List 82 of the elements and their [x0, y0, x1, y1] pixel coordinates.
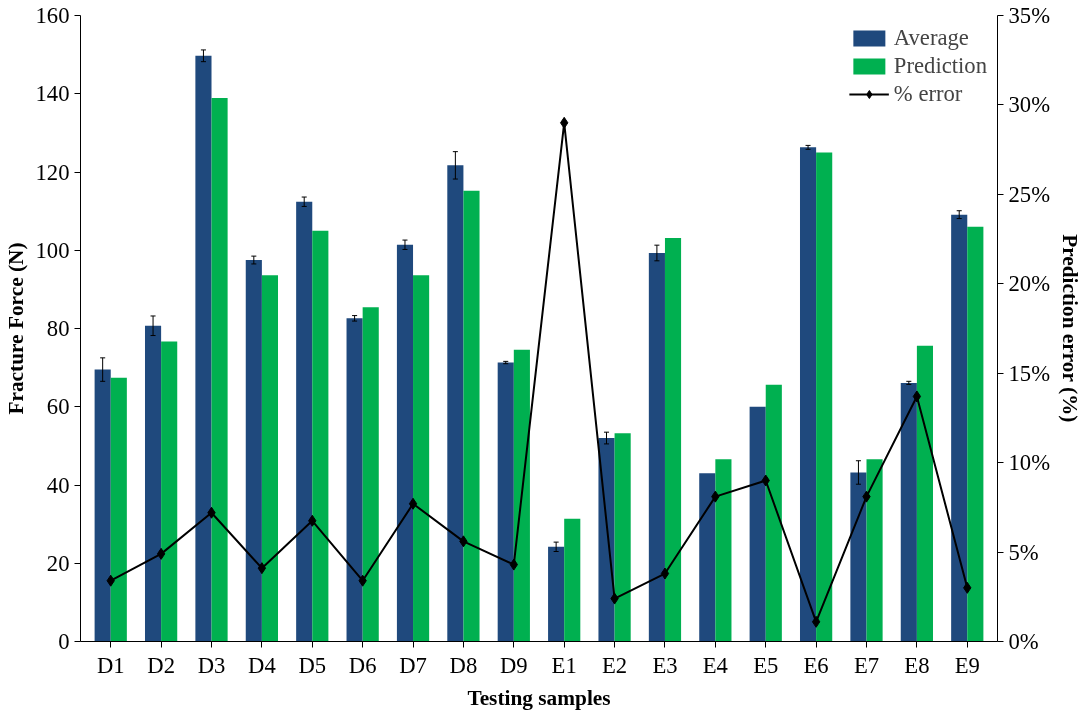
- bar: [362, 307, 379, 642]
- bar: [916, 345, 934, 642]
- x-tick-label: D3: [197, 652, 226, 678]
- y-tick-label: 0: [58, 629, 70, 654]
- y-tick-label: 60: [46, 394, 70, 420]
- bar: [951, 214, 968, 642]
- y-tick-label: 160: [35, 3, 70, 28]
- bar: [866, 459, 883, 642]
- x-tick-label: E3: [652, 652, 678, 678]
- y2-axis-title: Prediction error (%): [1058, 234, 1083, 423]
- point: [156, 547, 166, 560]
- y2-tick-label: 25%: [1008, 181, 1051, 207]
- x-tick-label: D1: [96, 652, 125, 678]
- y2-tick-label: 35%: [1008, 3, 1051, 28]
- bar: [967, 226, 984, 642]
- x-tick-label: E8: [904, 652, 930, 678]
- x-tick-label: E6: [803, 652, 829, 678]
- bar: [850, 472, 867, 642]
- y-tick-label: 20: [46, 550, 70, 576]
- bar: [816, 152, 833, 642]
- bar: [765, 384, 782, 642]
- bar: [900, 382, 917, 642]
- point: [660, 567, 670, 580]
- bar: [161, 341, 178, 642]
- x-axis-title: Testing samples: [467, 685, 611, 710]
- bar: [497, 362, 514, 642]
- bar: [396, 244, 414, 642]
- legend-label: Average: [893, 25, 969, 51]
- legend-label: Prediction: [893, 53, 987, 79]
- point: [408, 497, 418, 510]
- x-tick-label: E7: [853, 652, 880, 678]
- x-tick-label: D2: [147, 652, 175, 678]
- bar: [664, 238, 682, 642]
- y-tick-label: 40: [46, 472, 70, 498]
- bar: [211, 98, 228, 642]
- x-tick-label: D8: [449, 652, 478, 678]
- bar: [346, 318, 363, 642]
- x-tick-label: D9: [499, 652, 528, 678]
- bar: [413, 275, 430, 642]
- bar: [296, 201, 313, 642]
- y2-tick-label: 30%: [1008, 92, 1051, 118]
- bar: [144, 325, 162, 642]
- x-tick-label: D4: [248, 652, 276, 678]
- x-tick-label: E1: [551, 652, 577, 678]
- y-axis-title: Fracture Force (N): [3, 242, 28, 415]
- y-tick-label: 140: [35, 81, 70, 107]
- bar: [564, 518, 581, 642]
- y2-tick-label: 20%: [1008, 271, 1051, 297]
- bar: [699, 473, 716, 642]
- legend-label: % error: [893, 81, 963, 107]
- point: [811, 615, 821, 628]
- bar: [312, 230, 329, 642]
- bar: [195, 55, 212, 642]
- x-tick-label: E2: [601, 652, 628, 678]
- x-tick-label: E5: [753, 652, 779, 678]
- x-tick-label: D7: [399, 652, 427, 678]
- bar: [245, 260, 262, 642]
- y-tick-label: 100: [35, 237, 70, 263]
- bar: [614, 433, 631, 642]
- y2-tick-label: 15%: [1008, 360, 1051, 386]
- bar: [447, 165, 464, 642]
- bar: [261, 275, 279, 642]
- point: [912, 390, 922, 403]
- bar: [463, 190, 480, 642]
- bar: [648, 252, 665, 642]
- bar: [110, 377, 127, 642]
- point: [257, 562, 267, 575]
- x-tick-label: D6: [348, 652, 377, 678]
- y-tick-label: 120: [35, 159, 70, 185]
- x-tick-label: D5: [298, 652, 327, 678]
- bar: [513, 349, 530, 642]
- y2-tick-label: 0%: [1008, 629, 1039, 654]
- bar: [94, 369, 111, 642]
- bar: [799, 147, 817, 642]
- y2-tick-label: 10%: [1008, 450, 1051, 476]
- y2-tick-label: 5%: [1008, 539, 1039, 565]
- x-tick-label: E9: [954, 652, 980, 678]
- bar: [548, 546, 565, 642]
- bar: [715, 459, 732, 642]
- bar: [749, 406, 766, 642]
- x-tick-label: E4: [702, 652, 728, 678]
- y-tick-label: 80: [46, 316, 70, 341]
